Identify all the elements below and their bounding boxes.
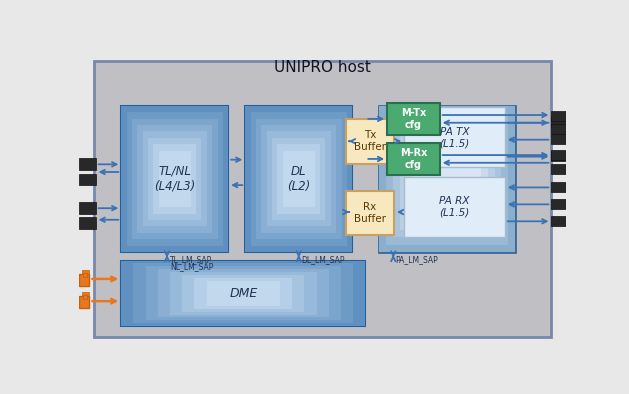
Bar: [552, 199, 566, 209]
Bar: [79, 274, 89, 285]
Bar: [552, 164, 566, 174]
FancyBboxPatch shape: [245, 106, 352, 252]
Bar: [282, 151, 314, 207]
Text: Rx
Buffer: Rx Buffer: [354, 202, 386, 224]
FancyBboxPatch shape: [404, 177, 505, 237]
Text: NL_LM_SAP: NL_LM_SAP: [170, 262, 213, 271]
Bar: [552, 123, 566, 134]
Text: TL_LM_SAP: TL_LM_SAP: [170, 255, 213, 264]
Bar: [79, 296, 89, 308]
Text: Tx
Buffer: Tx Buffer: [354, 130, 386, 152]
Bar: [79, 158, 96, 170]
Bar: [399, 128, 494, 230]
Bar: [552, 134, 566, 144]
Bar: [194, 278, 292, 309]
Text: DL_LM_SAP: DL_LM_SAP: [301, 255, 345, 264]
Bar: [552, 117, 566, 127]
Bar: [393, 121, 501, 238]
Bar: [272, 138, 325, 220]
Bar: [386, 113, 508, 245]
FancyBboxPatch shape: [379, 106, 515, 252]
Bar: [207, 281, 280, 306]
FancyBboxPatch shape: [346, 119, 394, 164]
Bar: [552, 182, 566, 192]
Bar: [137, 125, 212, 233]
Text: PA TX
(L1.5): PA TX (L1.5): [440, 126, 470, 148]
Bar: [250, 112, 347, 246]
Text: PA RX
(L1.5): PA RX (L1.5): [439, 196, 470, 217]
FancyBboxPatch shape: [387, 103, 440, 135]
Bar: [153, 144, 196, 214]
Bar: [413, 142, 481, 216]
FancyBboxPatch shape: [121, 106, 228, 252]
Bar: [406, 135, 488, 223]
Text: DME: DME: [229, 287, 257, 300]
Bar: [126, 112, 223, 246]
Bar: [143, 132, 207, 227]
Bar: [121, 106, 228, 252]
Bar: [159, 151, 191, 207]
Bar: [79, 202, 96, 214]
Bar: [132, 119, 218, 239]
Bar: [182, 275, 304, 312]
Bar: [79, 174, 96, 185]
Bar: [277, 144, 320, 214]
FancyBboxPatch shape: [346, 191, 394, 235]
FancyBboxPatch shape: [404, 107, 505, 167]
Bar: [82, 292, 89, 296]
Bar: [79, 273, 89, 286]
Bar: [83, 273, 87, 277]
Bar: [170, 272, 316, 314]
Bar: [121, 260, 365, 326]
Text: M-Tx
cfg: M-Tx cfg: [401, 108, 426, 130]
Bar: [146, 266, 341, 320]
FancyBboxPatch shape: [94, 61, 552, 337]
Bar: [552, 111, 566, 121]
Text: DL
(L2): DL (L2): [287, 165, 310, 193]
FancyBboxPatch shape: [387, 143, 440, 175]
FancyBboxPatch shape: [121, 260, 365, 326]
Bar: [148, 138, 201, 220]
Bar: [79, 217, 96, 229]
Bar: [552, 151, 566, 161]
Bar: [158, 269, 329, 318]
Bar: [82, 269, 89, 273]
Text: PA_LM_SAP: PA_LM_SAP: [396, 255, 438, 264]
Bar: [256, 119, 342, 239]
Bar: [379, 106, 515, 252]
Text: M-Rx
cfg: M-Rx cfg: [400, 148, 427, 170]
Bar: [133, 264, 353, 323]
Bar: [552, 151, 566, 160]
Bar: [261, 125, 336, 233]
Text: TL/NL
(L4/L3): TL/NL (L4/L3): [154, 165, 196, 193]
Bar: [245, 106, 352, 252]
Bar: [83, 295, 87, 299]
Bar: [267, 132, 331, 227]
Text: UNIPRO host: UNIPRO host: [274, 60, 370, 75]
Bar: [552, 216, 566, 226]
